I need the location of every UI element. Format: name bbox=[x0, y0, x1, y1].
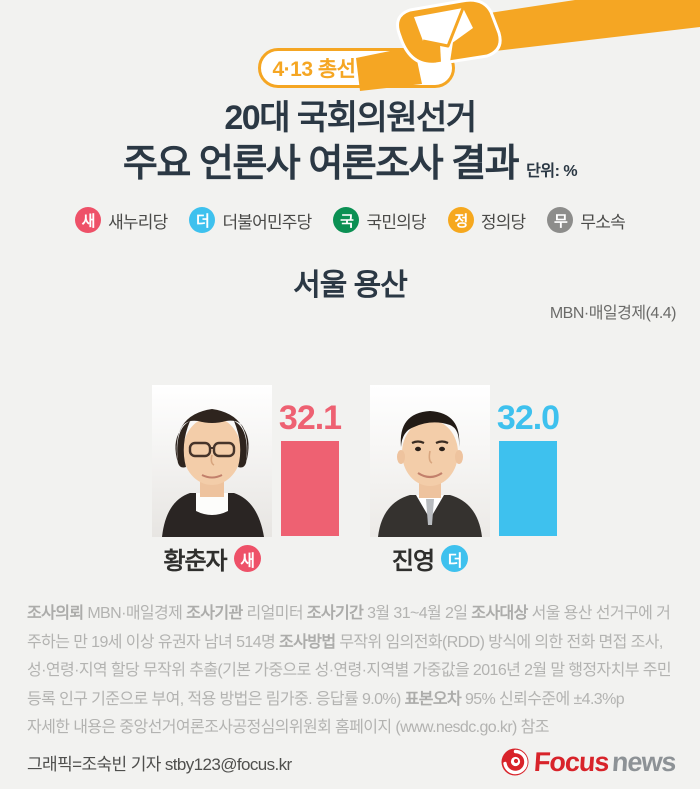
methodology-text: 조사의뢰 MBN·매일경제 조사기관 리얼미터 조사기간 3월 31~4월 2일… bbox=[27, 600, 675, 743]
method-label: 조사방법 bbox=[278, 633, 336, 651]
method-label: 조사기간 bbox=[306, 605, 364, 622]
candidate-name-row: 황춘자 새 bbox=[112, 541, 312, 576]
page-title-line2: 주요 언론사 여론조사 결과 bbox=[122, 143, 520, 185]
bar-jin bbox=[499, 441, 557, 536]
candidate-chart: 32.1 황춘자 새 bbox=[0, 385, 700, 580]
credit-bar: 그래픽=조숙빈 기자 stby123@focus.kr Focus news bbox=[27, 746, 678, 778]
candidate-party-badge-saenuri: 새 bbox=[233, 545, 261, 572]
election-badge-label: 4·13 총선 bbox=[272, 58, 356, 81]
focus-news-swirl-icon bbox=[501, 748, 529, 776]
methodology-paragraph: 조사의뢰 MBN·매일경제 조사기관 리얼미터 조사기간 3월 31~4월 2일… bbox=[27, 605, 672, 708]
page-title-line1: 20대 국회의원선거 bbox=[224, 99, 477, 137]
legend-item-independent: 무 무소속 bbox=[547, 207, 626, 233]
graphic-credit: 그래픽=조숙빈 기자 stby123@focus.kr bbox=[27, 754, 292, 774]
bar-hwang bbox=[281, 441, 339, 536]
focus-news-logo: Focus news bbox=[500, 746, 678, 778]
candidate-party-badge-minjoo: 더 bbox=[441, 545, 469, 572]
logo-text-focus: Focus bbox=[532, 746, 610, 777]
legend-label: 더불어민주당 bbox=[222, 212, 312, 232]
method-label: 조사대상 bbox=[471, 605, 528, 622]
ballot-art: 4·13 총선 bbox=[0, 0, 700, 110]
legend-item-kukmin: 국 국민의당 bbox=[333, 207, 427, 233]
party-badge-independent: 무 bbox=[547, 207, 574, 233]
legend-label: 무소속 bbox=[580, 212, 625, 232]
party-badge-justice: 정 bbox=[447, 207, 474, 233]
poll-source: MBN·매일경제(4.4) bbox=[549, 305, 677, 322]
legend-item-saenuri: 새 새누리당 bbox=[75, 207, 168, 233]
party-badge-kukmin: 국 bbox=[333, 207, 360, 233]
party-badge-minjoo: 더 bbox=[189, 207, 216, 233]
methodology-detail-line: 자세한 내용은 중앙선거여론조사공정심의위원회 홈페이지 (www.nesdc.… bbox=[27, 719, 549, 736]
legend-item-justice: 정 정의당 bbox=[447, 207, 526, 233]
ballot-hand-icon bbox=[356, 0, 700, 91]
legend-item-minjoo: 더 더불어민주당 bbox=[189, 207, 312, 233]
legend-label: 정의당 bbox=[480, 212, 526, 232]
bar-value-jin: 32.0 bbox=[496, 399, 560, 437]
party-legend: 새 새누리당 더 더불어민주당 국 국민의당 정 정의당 무 무소속 bbox=[0, 207, 700, 233]
method-label: 표본오차 bbox=[404, 690, 462, 708]
candidate-name-jin: 진영 bbox=[391, 548, 435, 575]
method-label: 조사의뢰 bbox=[27, 605, 84, 622]
candidate-name-row: 진영 더 bbox=[330, 541, 530, 576]
legend-label: 국민의당 bbox=[366, 212, 426, 232]
logo-text-news: news bbox=[611, 746, 678, 777]
candidate-photo-jin bbox=[370, 385, 490, 537]
title-block: 20대 국회의원선거 주요 언론사 여론조사 결과 단위: % bbox=[0, 98, 700, 194]
legend-label: 새누리당 bbox=[108, 212, 168, 232]
candidate-photo-hwang bbox=[152, 385, 272, 537]
party-badge-saenuri: 새 bbox=[75, 207, 102, 233]
candidate-name-hwang: 황춘자 bbox=[163, 548, 227, 575]
method-label: 조사기관 bbox=[186, 605, 243, 622]
unit-label: 단위: % bbox=[526, 163, 578, 180]
bar-value-hwang: 32.1 bbox=[278, 399, 342, 437]
district-title: 서울 용산 bbox=[293, 269, 408, 302]
